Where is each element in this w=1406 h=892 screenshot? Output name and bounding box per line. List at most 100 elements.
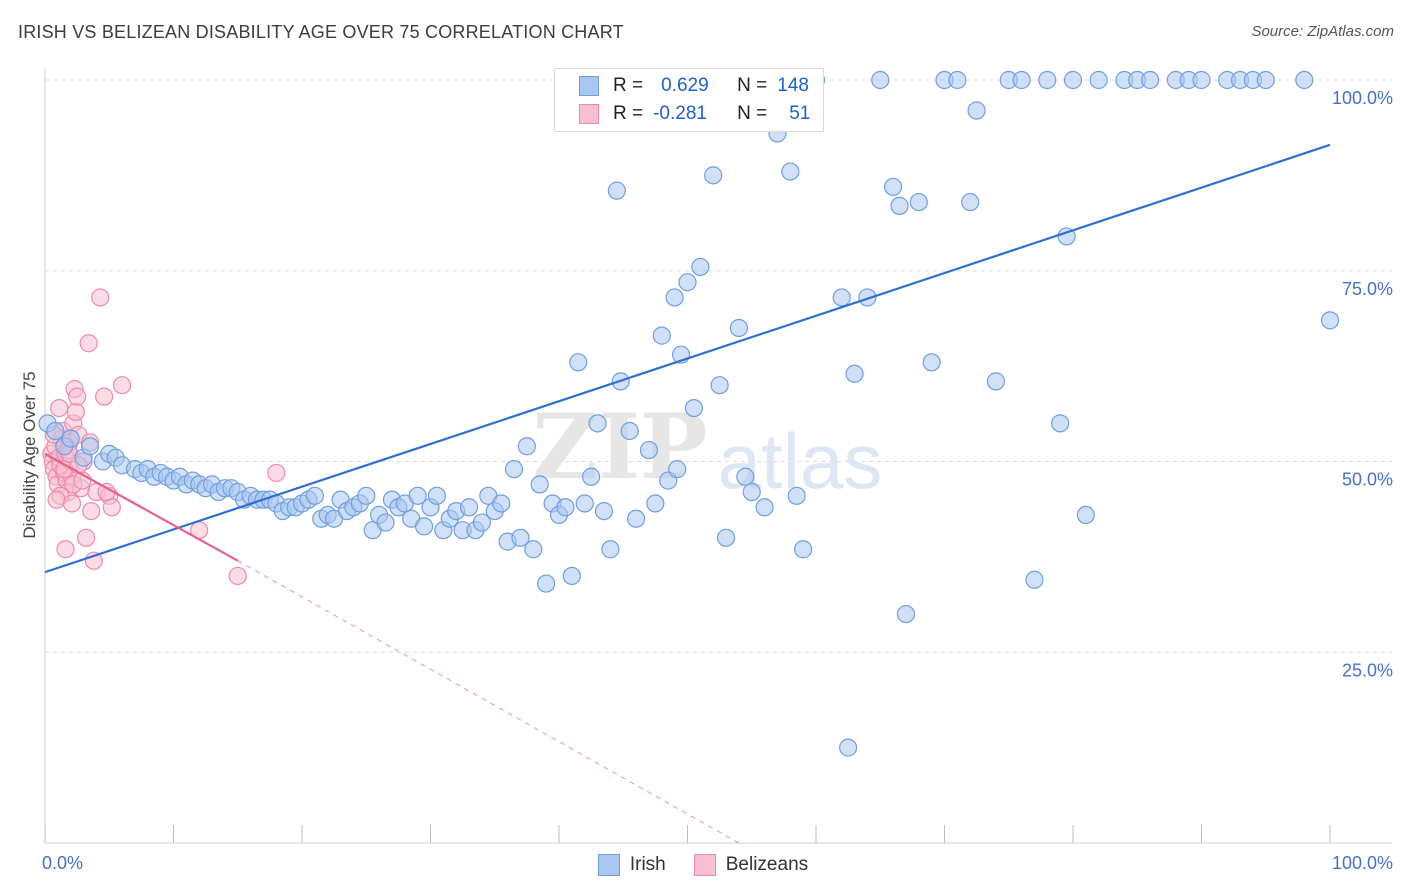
irish-point [1038,70,1057,90]
irish-point [646,494,665,513]
irish-point [787,486,806,505]
belizeans-point [50,398,69,418]
belizeans-point [77,528,96,547]
irish-point [883,177,903,196]
irish-point [517,437,536,456]
belizeans-r-label: R = [613,103,644,124]
trend-lines [44,143,1331,844]
irish-point [1295,70,1314,90]
irish-point [562,566,581,586]
irish-point [845,364,864,383]
irish-point [896,604,916,624]
irish-point [1076,505,1095,525]
irish-point [742,482,761,502]
belizeans-point [82,501,101,521]
irish-point [620,421,639,441]
irish-point [1089,70,1108,90]
irish-point [967,101,986,120]
irish-point [704,166,723,185]
belizeans-point [66,402,85,422]
irish-point [582,467,601,486]
irish-point [684,398,704,418]
irish-point [408,486,427,505]
y-tick-label: 50.0% [1342,470,1393,490]
belizeans-trend-line [44,452,239,562]
legend-row-belizeans: R = -0.281 N = 51 [579,101,810,127]
irish-points [38,70,1340,757]
belizeans-swatch [579,104,599,124]
irish-point [736,467,755,486]
irish-point [607,181,626,200]
legend-item-belizeans[interactable]: Belizeans [693,854,808,876]
irish-trend-line [44,143,1331,574]
belizeans-trend-extension [237,560,740,844]
irish-point [588,414,607,433]
belizeans-n-label: N = [737,103,768,124]
irish-point [626,509,646,528]
series-legend: Irish Belizeans [0,852,1406,878]
irish-point [1063,70,1083,90]
irish-point [986,372,1006,391]
irish-point [601,540,620,559]
chart-title: IRISH VS BELIZEAN DISABILITY AGE OVER 75… [18,22,624,42]
irish-point [1012,70,1031,90]
y-tick-label: 100.0% [1332,88,1393,108]
irish-n-value: 148 [777,75,809,96]
irish-n-label: N = [737,75,768,96]
y-tick-label: 25.0% [1342,660,1393,680]
irish-point [537,574,556,593]
irish-point [376,513,395,532]
irish-point [909,192,928,212]
x-tick-label-max: 100.0% [1332,853,1393,873]
irish-point [427,486,447,505]
irish-point [948,70,967,90]
irish-point [46,421,65,441]
irish-point [357,486,376,505]
belizeans-point [112,376,132,395]
irish-point [1140,70,1160,90]
irish-point [716,528,736,547]
belizeans-point [95,387,114,406]
tick-labels: 25.0% 50.0% 75.0% 100.0% 0.0% 100.0% [42,88,1393,873]
irish-r-value: 0.629 [661,75,709,96]
irish-point [691,257,710,277]
irish-point [459,498,479,517]
irish-point [890,196,909,215]
watermark-zip: ZIP [532,394,707,500]
irish-point [678,273,697,292]
irish-point [594,501,614,521]
irish-point [665,288,684,307]
irish-point [839,738,858,757]
correlation-legend: R = 0.629 N = 148 R = -0.281 N = 51 [554,68,824,132]
irish-point [511,528,530,547]
belizeans-r-value: -0.281 [653,103,707,124]
irish-point [305,486,324,505]
belizeans-point [62,494,82,513]
belizeans-point [91,288,110,307]
irish-point [80,437,100,456]
irish-point [961,192,980,212]
belizeans-n-value: 51 [789,103,811,124]
irish-point [569,353,588,372]
irish-point [871,70,890,90]
irish-swatch [579,76,599,96]
irish-point [652,326,671,345]
legend-item-irish[interactable]: Irish [597,854,666,876]
belizeans-point [228,566,247,586]
irish-point [472,513,491,532]
irish-point [794,540,813,559]
irish-point [504,460,524,479]
irish-point [1256,70,1275,90]
irish-point [755,498,774,517]
belizeans-legend-swatch [693,854,716,876]
source-note: Source: ZipAtlas.com [1251,23,1394,40]
irish-point [781,162,800,181]
irish-point [922,353,941,372]
irish-point [1320,311,1340,330]
irish-point [1192,70,1211,90]
belizeans-point [56,540,75,559]
irish-point [530,475,549,494]
irish-point [710,376,729,395]
belizeans-point [68,387,87,406]
